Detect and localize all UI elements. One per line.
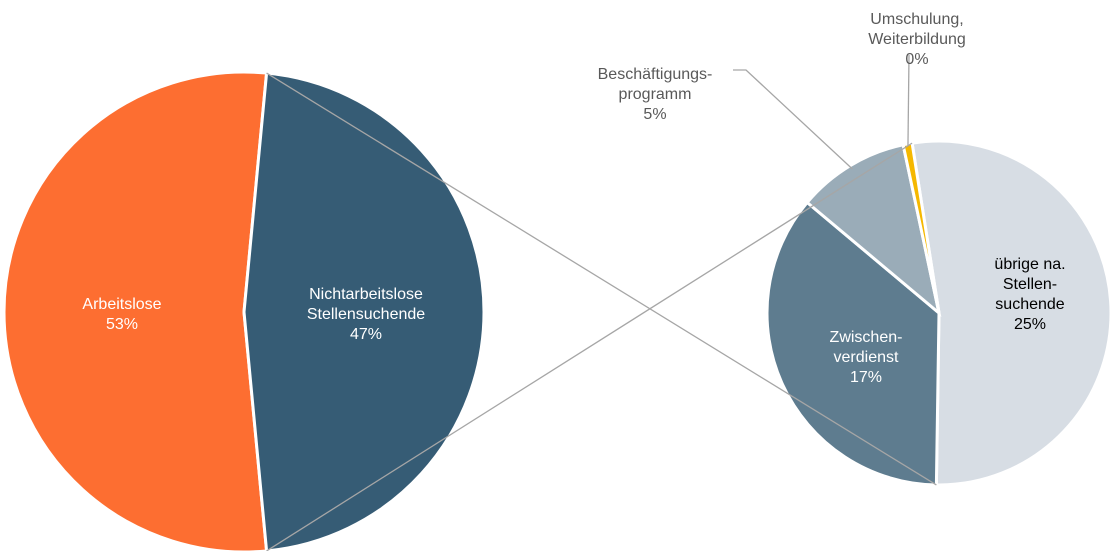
slice-label: Umschulung, Weiterbildung 0% [868, 10, 966, 70]
slice-label: übrige na. Stellen- suchende 25% [994, 255, 1065, 335]
slice-label: Beschäftigungs- programm 5% [598, 65, 713, 125]
slice-label-text: 0% [905, 51, 929, 68]
pie-slice [910, 139, 1110, 487]
slice-label-text: 5% [643, 106, 667, 123]
slice-label: Zwischen- verdienst 17% [830, 328, 903, 388]
slice-label-text: Umschulung, Weiterbildung [868, 11, 966, 48]
connector [266, 142, 913, 551]
pie-slice [805, 143, 942, 317]
slice-label-text: Arbeitslose [82, 296, 162, 313]
slice-label-text: übrige na. Stellen- suchende [994, 256, 1066, 313]
slice-label: Nichtarbeitslose Stellensuchende 47% [307, 285, 425, 345]
leader-line [907, 54, 910, 146]
pie-slice [242, 71, 486, 551]
slice-label-text: 25% [1013, 316, 1047, 333]
slice-label-text: 17% [849, 369, 883, 386]
slice-label-text: 53% [105, 316, 139, 333]
slice-label-text: Beschäftigungs- programm [597, 66, 713, 103]
slice-label: Arbeitslose 53% [82, 295, 161, 335]
slice-label-text: 47% [349, 326, 383, 343]
connector [266, 72, 937, 486]
pie-slice [2, 70, 269, 551]
slice-label-text: Nichtarbeitslose Stellensuchende [306, 286, 426, 323]
slice-label-text: Zwischen- verdienst [829, 329, 903, 366]
pie-slice [765, 200, 941, 487]
leader-line [733, 69, 853, 170]
